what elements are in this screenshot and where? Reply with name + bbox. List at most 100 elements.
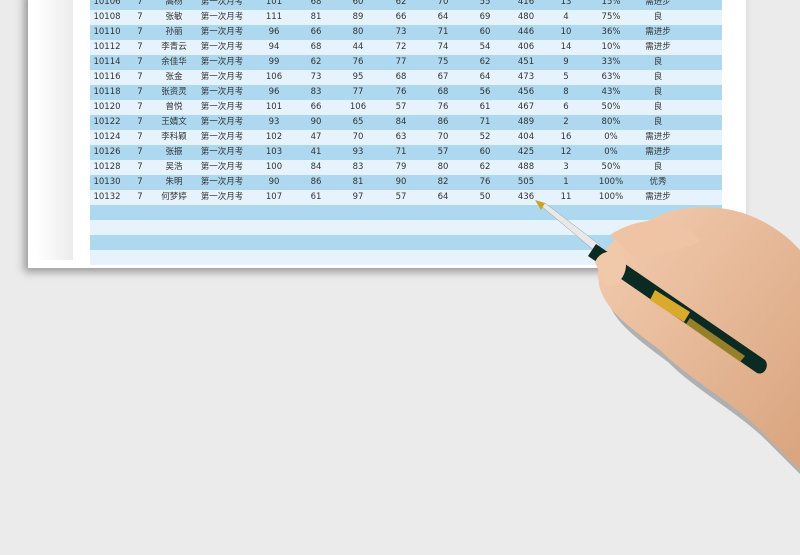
table-cell: 86 <box>310 177 322 187</box>
table-cell: 第一次月考 <box>200 27 244 37</box>
table-cell: 李青云 <box>161 42 187 52</box>
table-cell: 7 <box>137 117 143 127</box>
table-cell: 456 <box>517 87 535 97</box>
table-cell: 93 <box>352 147 364 157</box>
table-cell: 76 <box>437 102 449 112</box>
table-cell: 84 <box>310 162 322 172</box>
table-cell: 吴浩 <box>165 162 183 172</box>
table-cell: 89 <box>352 12 364 22</box>
table-cell: 62 <box>479 57 491 67</box>
table-cell: 75 <box>437 57 449 67</box>
table-cell: 7 <box>137 102 143 112</box>
table-cell: 第一次月考 <box>200 117 244 127</box>
table-cell: 80 <box>352 27 364 37</box>
table-cell: 第一次月考 <box>200 132 244 142</box>
table-cell: 第一次月考 <box>200 87 244 97</box>
table-cell: 505 <box>517 177 535 187</box>
table-cell: 10128 <box>93 162 121 172</box>
table-cell: 76 <box>352 57 364 67</box>
table-cell: 50% <box>601 102 621 112</box>
table-cell: 7 <box>137 192 143 202</box>
row-header-strip <box>36 0 73 260</box>
table-cell: 77 <box>352 87 364 97</box>
table-cell: 90 <box>395 177 407 187</box>
table-cell: 7 <box>137 0 143 7</box>
table-cell: 良 <box>653 12 663 22</box>
table-cell: 103 <box>265 147 283 157</box>
table-row: 10108 7 张敏 第一次月考 111 81 89 66 64 69 480 4 75% 良 <box>90 10 722 25</box>
table-cell: 0% <box>604 132 618 142</box>
table-cell: 10108 <box>93 12 121 22</box>
table-cell: 第一次月考 <box>200 12 244 22</box>
table-cell: 83 <box>352 162 364 172</box>
table-cell: 10120 <box>93 102 121 112</box>
table-cell: 余佳华 <box>161 57 187 67</box>
table-row: 10116 7 张金 第一次月考 106 73 95 68 67 64 473 5 63% 良 <box>90 70 722 85</box>
table-cell: 50 <box>479 192 491 202</box>
table-cell: 第一次月考 <box>200 102 244 112</box>
table-cell: 94 <box>268 42 280 52</box>
table-cell: 7 <box>137 57 143 67</box>
empty-row <box>90 250 722 265</box>
table-row: 10106 7 高杨 第一次月考 101 68 60 62 70 55 416 13 15% 需进步 <box>90 0 722 10</box>
table-cell: 0% <box>604 147 618 157</box>
table-cell: 第一次月考 <box>200 162 244 172</box>
table-cell: 467 <box>517 102 535 112</box>
table-cell: 77 <box>395 57 407 67</box>
table-cell: 43% <box>601 87 621 97</box>
table-cell: 111 <box>265 12 283 22</box>
table-cell: 7 <box>137 12 143 22</box>
table-cell: 第一次月考 <box>200 42 244 52</box>
table-cell: 10130 <box>93 177 121 187</box>
table-row: 10110 7 孙丽 第一次月考 96 66 80 73 71 60 446 10 36% 需进步 <box>90 25 722 40</box>
table-cell: 良 <box>653 162 663 172</box>
table-cell: 67 <box>437 72 449 82</box>
table-cell: 36% <box>601 27 621 37</box>
table-cell: 第一次月考 <box>200 192 244 202</box>
table-cell: 张振 <box>165 147 183 157</box>
table-cell: 14 <box>560 42 572 52</box>
table-cell: 李科颖 <box>161 132 187 142</box>
table-cell: 7 <box>137 162 143 172</box>
table-cell: 90 <box>310 117 322 127</box>
table-cell: 100% <box>598 192 624 202</box>
table-cell: 63 <box>395 132 407 142</box>
table-cell: 朱明 <box>165 177 183 187</box>
table-cell: 73 <box>310 72 322 82</box>
table-cell: 2 <box>563 117 569 127</box>
table-cell: 68 <box>310 0 322 7</box>
table-cell: 101 <box>265 0 283 7</box>
table-cell: 60 <box>479 27 491 37</box>
table-cell: 15% <box>601 0 621 7</box>
table-cell: 80% <box>601 117 621 127</box>
table-cell: 第一次月考 <box>200 0 244 7</box>
table-cell: 65 <box>352 117 364 127</box>
table-cell: 70 <box>437 0 449 7</box>
table-cell: 孙丽 <box>165 27 183 37</box>
table-cell: 10126 <box>93 147 121 157</box>
table-cell: 第一次月考 <box>200 147 244 157</box>
table-cell: 第一次月考 <box>200 177 244 187</box>
table-cell: 70 <box>352 132 364 142</box>
table-cell: 80 <box>437 162 449 172</box>
table-cell: 480 <box>517 12 535 22</box>
table-cell: 良 <box>653 102 663 112</box>
table-cell: 84 <box>395 117 407 127</box>
table-cell: 王婧文 <box>161 117 187 127</box>
table-cell: 8 <box>563 87 569 97</box>
table-cell: 62 <box>479 162 491 172</box>
table-cell: 436 <box>517 192 535 202</box>
table-cell: 6 <box>563 102 569 112</box>
table-cell: 70 <box>437 132 449 142</box>
table-cell: 41 <box>310 147 322 157</box>
table-cell: 102 <box>265 132 283 142</box>
table-cell: 优秀 <box>649 177 667 187</box>
table-cell: 33% <box>601 57 621 67</box>
table-row: 10128 7 吴浩 第一次月考 100 84 83 79 80 62 488 3 50% 良 <box>90 160 722 175</box>
table-cell: 57 <box>395 192 407 202</box>
table-cell: 107 <box>265 192 283 202</box>
table-cell: 83 <box>310 87 322 97</box>
table-cell: 72 <box>395 42 407 52</box>
table-cell: 张金 <box>165 72 183 82</box>
